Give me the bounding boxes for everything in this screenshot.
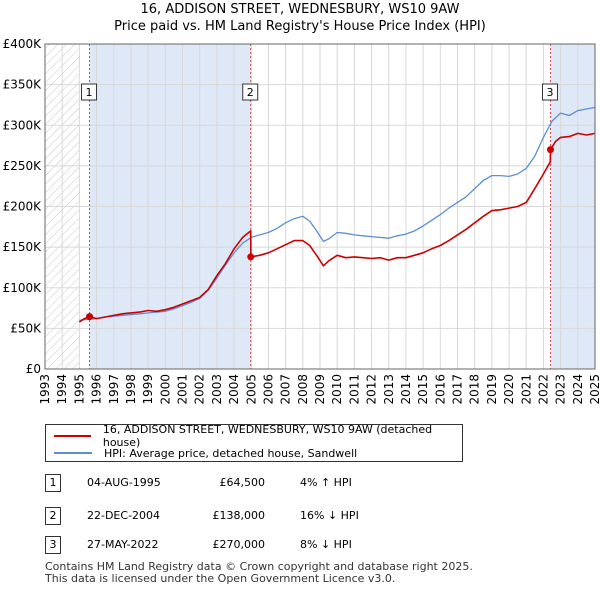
y-tick-label: £150K: [3, 240, 43, 254]
legend-swatch-property: [54, 435, 91, 437]
chart-title-line2: Price paid vs. HM Land Registry's House …: [114, 19, 486, 34]
x-tick-label: 1996: [90, 374, 104, 405]
sale-hpi-change: 8% ↓ HPI: [300, 538, 352, 551]
y-tick-label: £100K: [3, 281, 43, 295]
sale-number-badge: 3: [45, 536, 61, 554]
price-chart: £0 £50K £100K £150K £200K £250K £300K £350K £400…: [3, 37, 600, 405]
x-tick-label: 2002: [193, 374, 207, 405]
x-tick-label: 2004: [227, 374, 241, 405]
sale-price: £270,000: [212, 538, 266, 551]
x-tick-label: 2015: [416, 374, 430, 405]
sale-number-badge: 1: [45, 474, 61, 492]
x-tick-label: 2020: [502, 374, 516, 405]
sale-row: 3 27-MAY-2022 £270,000 8% ↓ HPI: [45, 536, 465, 554]
sale-marker-badge: [81, 83, 98, 101]
sale-date: 22-DEC-2004: [87, 509, 161, 522]
sale-marker-label: 3: [546, 86, 553, 99]
legend-label-hpi: HPI: Average price, detached house, Sand…: [104, 446, 358, 460]
legend-item-property: 16, ADDISON STREET, WEDNESBURY, WS10 9AW…: [54, 423, 462, 449]
y-tick-label: £300K: [3, 118, 43, 132]
x-tick-label: 2014: [399, 374, 413, 405]
x-tick-label: 1997: [107, 374, 121, 405]
x-tick-label: 2012: [365, 374, 379, 405]
x-tick-label: 2011: [347, 374, 361, 405]
x-tick-label: 2022: [536, 374, 550, 405]
sale-marker-label: 2: [247, 86, 254, 99]
chart-title-line1: 16, ADDISON STREET, WEDNESBURY, WS10 9AW: [140, 2, 460, 17]
sale-price: £138,000: [212, 509, 266, 522]
x-tick-label: 2017: [451, 374, 465, 405]
hpi-line: [79, 106, 596, 321]
y-tick-label: £0: [26, 362, 41, 376]
y-tick-label: £400K: [3, 37, 43, 51]
x-tick-label: 1994: [55, 374, 69, 405]
chart-legend: 16, ADDISON STREET, WEDNESBURY, WS10 9AW…: [45, 423, 463, 462]
sale-marker-badge: [541, 83, 558, 101]
x-tick-label: 2009: [313, 374, 327, 405]
x-tick-label: 2006: [261, 374, 275, 405]
x-tick-label: 1995: [72, 374, 86, 405]
x-tick-label: 2016: [433, 374, 447, 405]
sale-number-badge: 2: [45, 507, 61, 525]
legend-item-hpi: HPI: Average price, detached house, Sand…: [54, 446, 357, 460]
x-tick-label: 2007: [279, 374, 293, 405]
legend-label-property: 16, ADDISON STREET, WEDNESBURY, WS10 9AW…: [102, 423, 433, 449]
x-tick-label: 2019: [485, 374, 499, 405]
sale-point: [546, 146, 554, 154]
x-tick-label: 2025: [588, 374, 600, 405]
x-tick-label: 2021: [519, 374, 533, 405]
x-tick-label: 2008: [296, 374, 310, 405]
x-tick-label: 2024: [571, 374, 585, 405]
footer-copyright: Contains HM Land Registry data © Crown c…: [45, 560, 473, 573]
x-tick-label: 2005: [244, 374, 258, 405]
sale-marker-label: 1: [86, 86, 93, 99]
x-tick-label: 2013: [382, 374, 396, 405]
sale-point: [86, 313, 94, 321]
plot-border: [44, 43, 596, 370]
sale-hpi-change: 16% ↓ HPI: [300, 509, 359, 522]
sale-hpi-change: 4% ↑ HPI: [300, 476, 352, 489]
y-tick-label: £200K: [3, 200, 43, 214]
sale-date: 27-MAY-2022: [87, 538, 159, 551]
x-tick-label: 1998: [124, 374, 138, 405]
x-tick-label: 2023: [554, 374, 568, 405]
sale-point: [247, 253, 255, 261]
y-tick-label: £350K: [3, 78, 43, 92]
footer-licence: This data is licensed under the Open Gov…: [45, 572, 396, 585]
y-tick-label: £50K: [10, 321, 42, 335]
property-price-line: [78, 132, 596, 323]
x-tick-label: 1999: [141, 374, 155, 405]
sale-date: 04-AUG-1995: [87, 476, 161, 489]
x-tick-label: 2010: [330, 374, 344, 405]
y-tick-label: £250K: [3, 159, 43, 173]
x-tick-label: 1993: [38, 374, 52, 405]
sale-row: 1 04-AUG-1995 £64,500 4% ↑ HPI: [45, 474, 465, 492]
sale-marker-badge: [242, 83, 259, 101]
x-tick-label: 2018: [468, 374, 482, 405]
x-tick-label: 2003: [210, 374, 224, 405]
x-tick-label: 2000: [158, 374, 172, 405]
sale-row: 2 22-DEC-2004 £138,000 16% ↓ HPI: [45, 507, 465, 525]
legend-swatch-hpi: [54, 452, 92, 454]
sale-price: £64,500: [219, 476, 266, 489]
x-tick-label: 2001: [176, 374, 190, 405]
